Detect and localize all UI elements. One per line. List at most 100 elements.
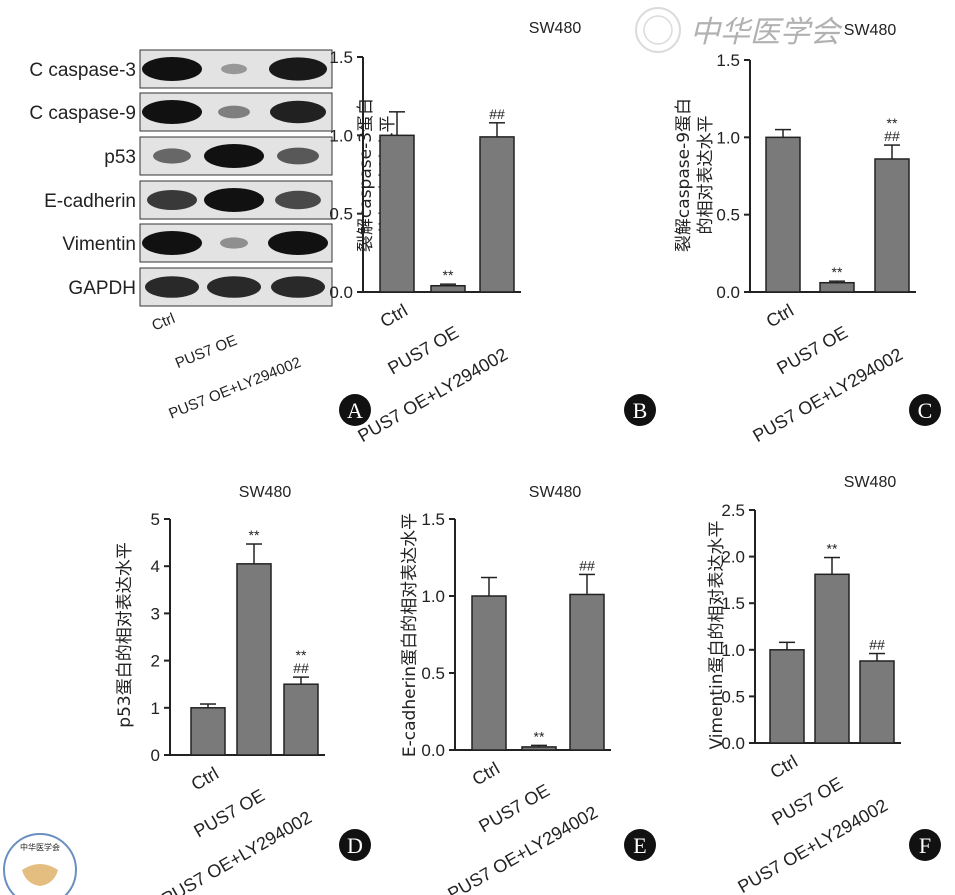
bar — [379, 134, 415, 293]
bar — [769, 649, 805, 744]
y-tick-label: 1.0 — [421, 587, 445, 606]
panel-letter-badge — [339, 394, 371, 426]
panel-letter: F — [919, 833, 931, 858]
chart-title: SW480 — [844, 474, 897, 491]
logo: 中华医学会 — [3, 833, 77, 895]
x-tick-label: PUS7 OE — [475, 780, 553, 836]
y-tick-label: 0.5 — [421, 664, 445, 683]
chart-title: SW480 — [844, 22, 897, 39]
blot-band — [270, 100, 326, 124]
panel-letter: A — [347, 398, 363, 423]
blot-band — [142, 57, 202, 81]
blot-band — [142, 231, 202, 255]
panel-letter-badge — [624, 394, 656, 426]
blot-band — [277, 147, 319, 165]
blot-row-label: C caspase-3 — [29, 60, 136, 81]
y-tick-label: 1.5 — [329, 48, 353, 67]
blot-band — [269, 57, 327, 81]
watermark: 中华医学会 — [635, 7, 843, 53]
x-tick-label: PUS7 OE+LY294002 — [734, 795, 891, 895]
y-tick-label: 0.5 — [721, 687, 745, 706]
significance-marker: ** — [887, 115, 898, 131]
blot-band — [220, 237, 248, 249]
blot-row-label: GAPDH — [68, 278, 136, 299]
blot-lane-label: PUS7 OE — [173, 332, 240, 372]
bar — [190, 707, 226, 756]
x-tick-label: Ctrl — [188, 763, 222, 794]
panel-letter: B — [633, 398, 648, 423]
y-axis-label: E-cadherin蛋白的相对表达水平 — [400, 513, 420, 757]
blot-band — [268, 231, 328, 255]
x-tick-label: PUS7 OE — [384, 322, 462, 378]
y-axis-label: 裂解caspase-3蛋白 — [356, 98, 376, 252]
y-tick-label: 2.0 — [721, 548, 745, 567]
chart-e: SW480 0.0 0.5 1.0 1.5E-cadherin蛋白的相对表达水平 Ctrl… — [400, 484, 656, 895]
bar — [859, 660, 895, 744]
significance-marker: ** — [832, 264, 843, 280]
watermark-text: 中华医学会 — [690, 15, 843, 50]
significance-marker: ** — [827, 541, 838, 557]
y-tick-label: 1.0 — [329, 126, 353, 145]
bar — [521, 746, 557, 751]
blot-row-label: p53 — [104, 147, 136, 168]
x-tick-label: Ctrl — [469, 758, 503, 789]
y-tick-label: 1.5 — [716, 51, 740, 70]
y-axis-label: Vimentin蛋白的相对表达水平 — [707, 521, 727, 750]
chart-title: SW480 — [529, 20, 582, 37]
logo-text: 中华医学会 — [20, 842, 60, 852]
y-tick-label: 1.0 — [721, 641, 745, 660]
blot-band — [207, 276, 261, 298]
chart-f: SW480 0.0 0.5 1.0 1.5 2.0 2.5Vimentin蛋白的相对表达水平… — [707, 474, 941, 895]
x-tick-label: Ctrl — [763, 300, 797, 331]
y-axis-label: p53蛋白的相对表达水平 — [115, 542, 135, 727]
y-tick-label: 4 — [151, 557, 160, 576]
blot-row-label: Vimentin — [62, 234, 136, 255]
blot-band — [221, 63, 247, 75]
y-tick-label: 0.0 — [329, 283, 353, 302]
significance-marker: ** — [443, 267, 454, 283]
panel-letter: D — [347, 833, 363, 858]
y-tick-label: 0.0 — [421, 741, 445, 760]
bar — [236, 563, 272, 756]
y-tick-label: 0.5 — [329, 205, 353, 224]
x-tick-label: Ctrl — [377, 300, 411, 331]
significance-marker: ## — [489, 106, 505, 122]
y-tick-label: 0 — [151, 746, 160, 765]
bar — [569, 593, 605, 751]
blot-band — [271, 276, 325, 298]
y-tick-label: 0.0 — [716, 283, 740, 302]
blot-band — [142, 100, 202, 124]
blot-lane-label: Ctrl — [150, 310, 178, 335]
panel-letter-badge — [909, 829, 941, 861]
panel-letter: C — [918, 398, 933, 423]
blot-band — [145, 276, 199, 298]
panel-letter-badge — [624, 829, 656, 861]
blot-band — [153, 148, 191, 164]
y-tick-label: 2.5 — [721, 501, 745, 520]
panel-letter-badge — [339, 829, 371, 861]
y-tick-label: 0.0 — [721, 734, 745, 753]
bar — [471, 595, 507, 751]
bar — [819, 281, 855, 293]
significance-marker: ## — [884, 128, 900, 144]
x-tick-label: PUS7 OE+LY294002 — [749, 344, 906, 446]
panel-letter-badge — [909, 394, 941, 426]
x-tick-label: PUS7 OE+LY294002 — [354, 344, 511, 446]
x-tick-label: PUS7 OE — [190, 785, 268, 841]
blot-band — [147, 190, 197, 210]
significance-marker: ## — [579, 557, 595, 573]
y-axis-label: 裂解caspase-9蛋白 — [674, 98, 694, 252]
y-axis-label: 的相对表达水平 — [696, 116, 716, 235]
bar — [814, 573, 850, 744]
bar — [283, 683, 319, 756]
blot-band — [204, 144, 264, 168]
y-tick-label: 1.5 — [421, 510, 445, 529]
chart-b: SW4800.00.51.01.5裂解caspase-3蛋白的相对表达水平Ctr… — [329, 20, 656, 446]
chart-title: SW480 — [529, 484, 582, 501]
significance-marker: ** — [296, 647, 307, 663]
significance-marker: ## — [293, 660, 309, 676]
significance-marker: ** — [249, 527, 260, 543]
significance-marker: ** — [534, 728, 545, 744]
bar — [430, 284, 466, 293]
